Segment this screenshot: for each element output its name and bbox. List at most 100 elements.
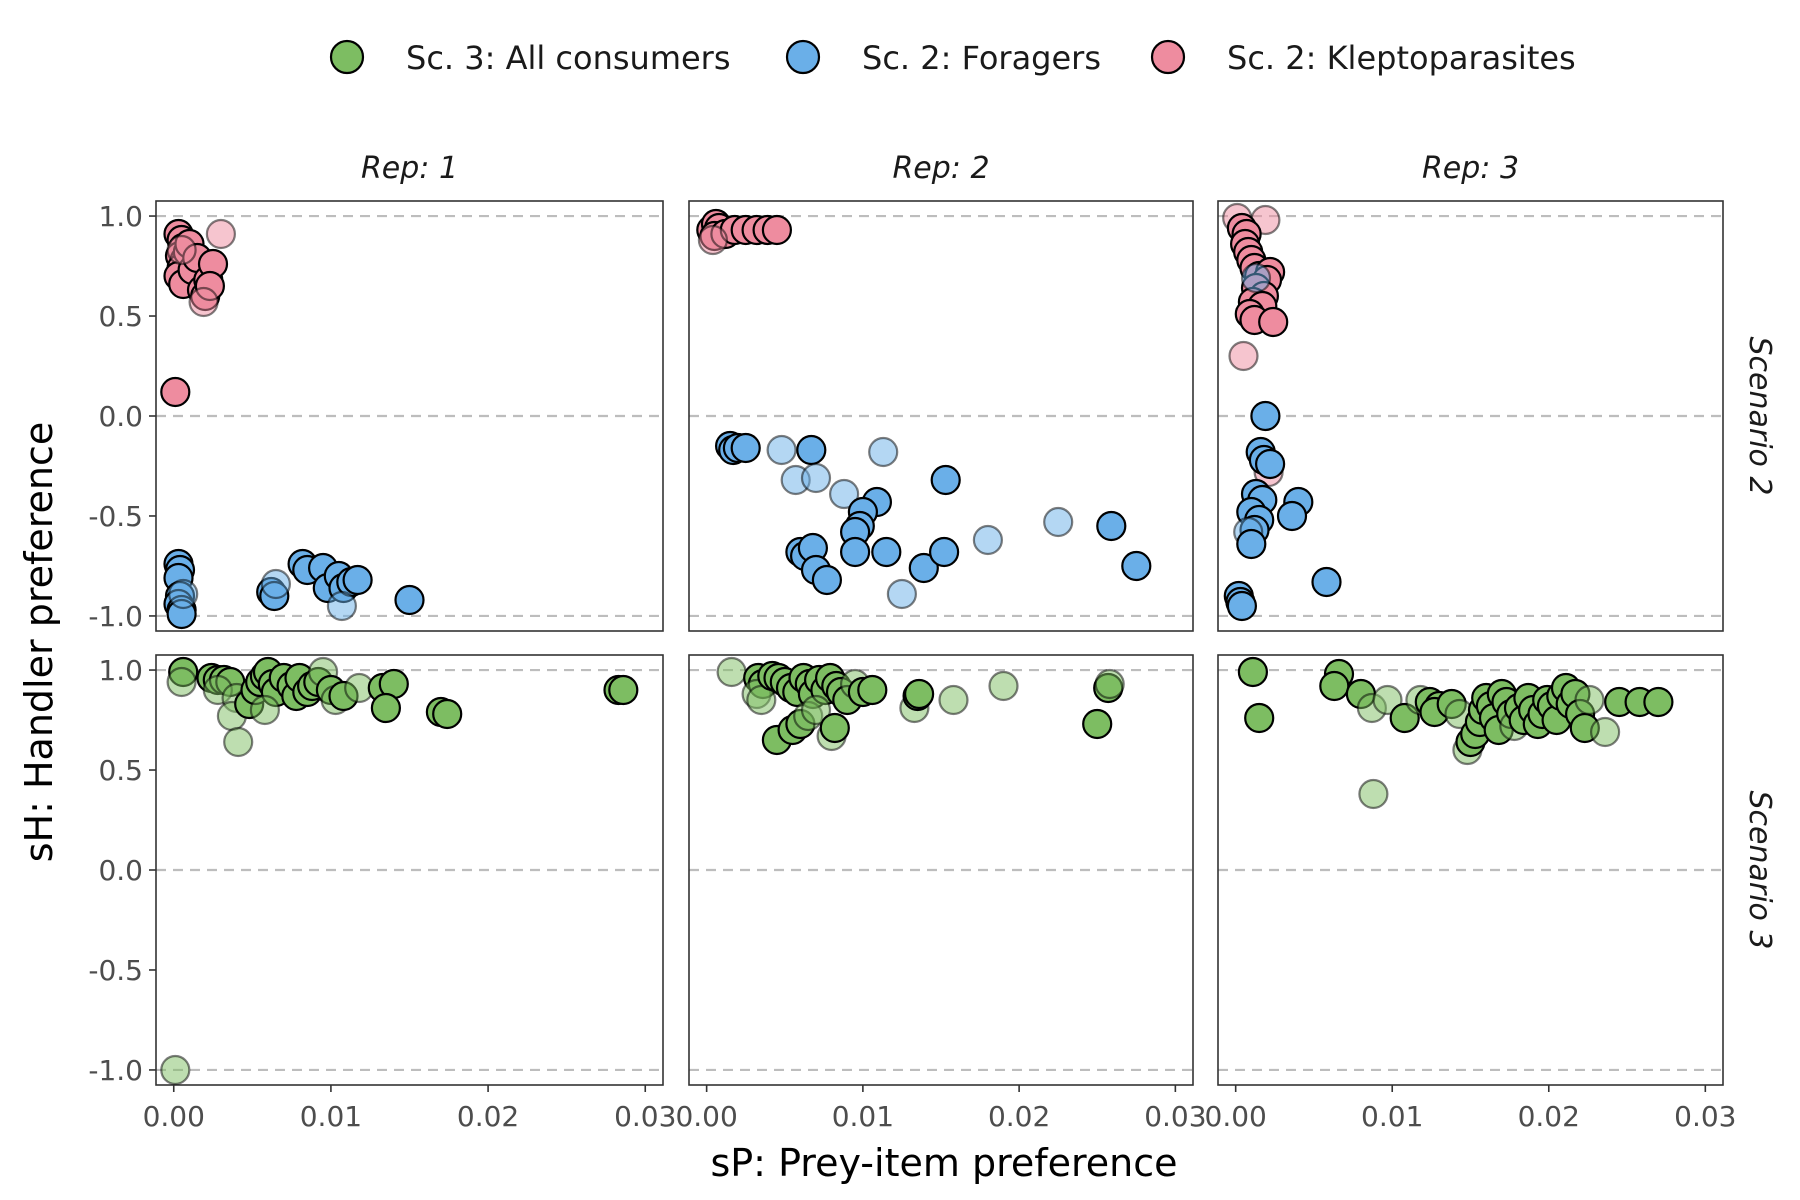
data-point-foragers <box>1311 566 1342 598</box>
data-point-all-consumers <box>432 698 463 730</box>
panel-border <box>688 200 1194 632</box>
column-strip-2: Rep: 2 <box>892 151 989 186</box>
data-point-foragers <box>766 434 797 466</box>
column-strip-1: Rep: 1 <box>361 151 458 186</box>
data-point-foragers <box>1226 590 1258 622</box>
data-point-foragers <box>1096 510 1127 542</box>
x-tick-label: 0.00 <box>143 1100 205 1133</box>
data-point-foragers <box>1240 262 1272 294</box>
data-point-all-consumers <box>223 726 254 758</box>
y-tick-label: -1.0 <box>88 1054 143 1087</box>
data-point-foragers <box>886 578 918 610</box>
points-r2-c2 <box>716 656 1125 756</box>
panel-r2-c2 <box>688 654 1194 1086</box>
data-point-all-consumers <box>938 684 969 716</box>
points-r1-c3 <box>1222 202 1342 622</box>
legend-label-1: Sc. 2: Foragers <box>862 39 1101 77</box>
y-tick-label: -1.0 <box>88 600 143 633</box>
data-point-foragers <box>839 536 871 568</box>
column-strip-3: Rep: 3 <box>1422 151 1519 186</box>
data-point-all-consumers <box>1094 668 1125 700</box>
x-tick-label: 0.00 <box>675 1100 737 1133</box>
data-point-foragers <box>928 536 960 568</box>
axes: sH: Handler preference sP: Prey-item pre… <box>17 200 1736 1185</box>
data-point-kleptoparasites <box>1258 306 1289 338</box>
x-tick-label: 0.03 <box>1674 1100 1736 1133</box>
data-point-all-consumers <box>1244 702 1275 734</box>
data-point-all-consumers <box>903 678 935 710</box>
y-tick-label: 0.5 <box>98 300 143 333</box>
data-point-foragers <box>1043 506 1074 538</box>
row-strip-1: Scenario 2 <box>1742 336 1777 495</box>
x-tick-label: 0.01 <box>300 1100 362 1133</box>
data-point-foragers <box>1121 550 1152 582</box>
data-point-foragers <box>326 590 357 622</box>
data-point-all-consumers <box>166 666 197 698</box>
x-tick-label: 0.01 <box>832 1100 894 1133</box>
y-tick-label: 0.0 <box>98 854 143 887</box>
data-point-all-consumers <box>819 712 850 744</box>
data-point-foragers <box>1276 500 1308 532</box>
y-tick-label: 1.0 <box>98 200 143 233</box>
panel-border <box>1217 200 1724 632</box>
y-tick-label: 0.0 <box>98 400 143 433</box>
data-point-all-consumers <box>1237 656 1269 688</box>
facet-panels <box>155 200 1724 1086</box>
y-tick-label: 1.0 <box>98 654 143 687</box>
x-tick-label: 0.01 <box>1361 1100 1423 1133</box>
panel-border <box>688 654 1194 1086</box>
row-strip-2: Scenario 3 <box>1742 790 1777 949</box>
data-point-all-consumers <box>1589 716 1621 748</box>
data-point-foragers <box>796 434 827 466</box>
x-tick-label: 0.00 <box>1205 1100 1267 1133</box>
data-point-kleptoparasites <box>166 234 197 266</box>
data-point-kleptoparasites <box>188 286 219 318</box>
data-point-foragers <box>1236 528 1267 560</box>
data-point-foragers <box>342 564 373 596</box>
y-tick-label: 0.5 <box>98 754 143 787</box>
data-point-foragers <box>868 436 899 468</box>
data-point-all-consumers <box>249 694 280 726</box>
panel-r1-c3 <box>1217 200 1724 632</box>
panel-border <box>1217 654 1724 1086</box>
data-point-foragers <box>871 536 902 568</box>
data-point-all-consumers <box>160 1054 191 1086</box>
data-point-foragers <box>1250 400 1281 432</box>
panel-r2-c3 <box>1217 654 1724 1086</box>
data-point-all-consumers <box>1643 686 1674 718</box>
legend-key-0 <box>329 39 365 75</box>
points-r2-c1 <box>160 656 639 1086</box>
data-point-foragers <box>828 478 860 510</box>
legend-label-2: Sc. 2: Kleptoparasites <box>1227 39 1576 77</box>
data-point-all-consumers <box>857 674 888 706</box>
data-point-foragers <box>394 584 425 616</box>
data-point-all-consumers <box>608 674 639 706</box>
data-point-foragers <box>260 568 291 600</box>
facet-strips: Rep: 1 Rep: 2 Rep: 3 Scenario 2 Scenario 3 <box>361 151 1777 950</box>
panel-r1-c1 <box>155 200 664 632</box>
legend-key-2 <box>1150 39 1186 75</box>
x-axis-title: sP: Prey-item preference <box>710 1141 1177 1185</box>
data-point-kleptoparasites <box>697 224 729 256</box>
data-point-kleptoparasites <box>761 214 793 246</box>
data-point-kleptoparasites <box>160 376 191 408</box>
data-point-foragers <box>1254 448 1286 480</box>
panel-r1-c2 <box>688 200 1194 632</box>
data-point-foragers <box>168 578 199 610</box>
points-r2-c3 <box>1237 656 1674 810</box>
legend-label-0: Sc. 3: All consumers <box>406 39 731 77</box>
y-axis-title: sH: Handler preference <box>17 422 61 863</box>
y-tick-label: -0.5 <box>88 954 143 987</box>
data-point-all-consumers <box>370 692 401 724</box>
data-point-all-consumers <box>716 656 747 688</box>
data-point-all-consumers <box>1082 708 1113 740</box>
data-point-all-consumers <box>1358 778 1389 810</box>
x-tick-label: 0.03 <box>614 1100 676 1133</box>
data-point-foragers <box>908 552 939 584</box>
data-point-all-consumers <box>800 694 832 726</box>
data-point-kleptoparasites <box>1228 340 1259 372</box>
data-point-kleptoparasites <box>205 218 236 250</box>
legend-key-1 <box>785 39 821 75</box>
data-point-foragers <box>800 462 832 494</box>
